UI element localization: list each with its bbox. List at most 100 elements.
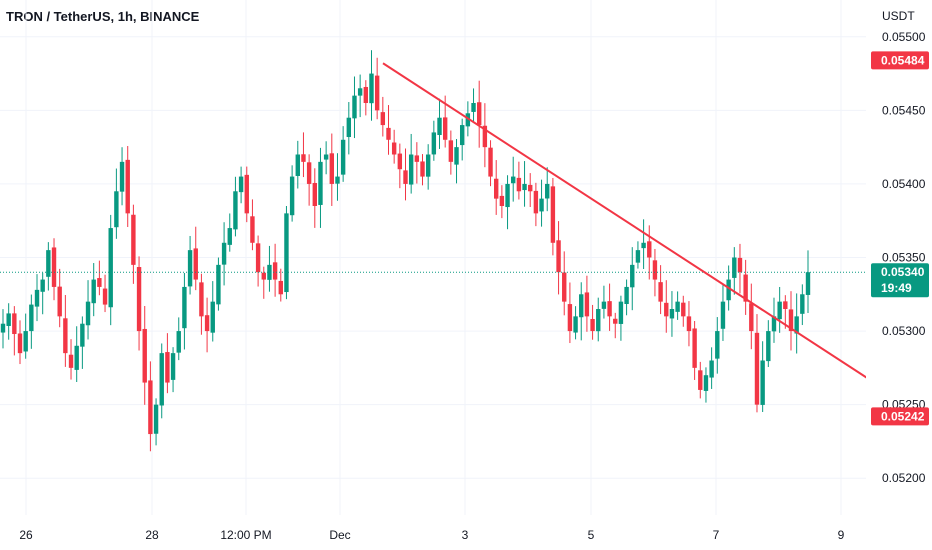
candle-body — [57, 286, 62, 317]
price-tick-label: 0.05400 — [882, 177, 926, 191]
candle-body — [698, 370, 703, 390]
candle-body — [800, 294, 805, 314]
candle-body — [176, 331, 181, 353]
candle-body — [74, 345, 79, 370]
candle-body — [46, 250, 51, 277]
candle-body — [97, 278, 102, 287]
candle-body — [624, 286, 629, 305]
candle-body — [805, 272, 811, 295]
price-tick-label: 0.05200 — [882, 471, 926, 485]
candle-body — [556, 240, 561, 273]
candle-body — [80, 323, 85, 347]
time-tick-label: 7 — [713, 528, 720, 542]
time-tick-label: 5 — [588, 528, 595, 542]
price-tag-last — [871, 263, 929, 298]
candle-body — [323, 154, 329, 160]
candle-body — [12, 313, 17, 335]
candle-body — [108, 228, 113, 308]
candle-body — [703, 375, 709, 391]
candle-body — [51, 247, 57, 287]
candle-body — [505, 183, 510, 208]
candle-body — [306, 162, 312, 184]
candle-body — [85, 301, 91, 326]
candle-body — [715, 331, 720, 359]
candle-body — [255, 243, 261, 273]
candle-body — [494, 178, 499, 199]
candle-body — [760, 360, 765, 405]
candle-body — [386, 127, 391, 140]
candle-body — [233, 191, 238, 230]
candle-body — [669, 309, 675, 319]
candle-body — [601, 301, 607, 309]
candle-body — [244, 174, 249, 214]
candle-body — [686, 316, 692, 332]
candle-body — [420, 161, 425, 177]
chart-title: TRON / TetherUS, 1h, BINANCE — [6, 9, 200, 24]
candle-body — [204, 315, 210, 332]
candle-body — [295, 154, 300, 176]
candle-body — [471, 103, 476, 112]
candle-body — [250, 216, 255, 243]
candle-body — [749, 303, 754, 332]
price-tag-low — [871, 407, 929, 426]
candle-body — [692, 328, 697, 368]
candle-body — [607, 301, 612, 317]
candle-body — [125, 159, 130, 214]
candle-body — [340, 139, 346, 175]
price-tick-label: 0.05450 — [882, 103, 926, 117]
candle-body — [567, 304, 573, 332]
candle-body — [199, 282, 204, 317]
time-tick-label: 3 — [462, 528, 469, 542]
price-tick-label: 0.05300 — [882, 324, 926, 338]
candle-body — [465, 113, 471, 127]
candle-body — [40, 279, 45, 292]
candle-body — [335, 176, 340, 184]
candle-body — [516, 177, 522, 192]
candle-body — [573, 316, 578, 333]
candle-body — [408, 154, 414, 185]
candle-body — [488, 147, 493, 177]
candle-body — [579, 294, 584, 318]
time-tick-label: Dec — [329, 528, 350, 542]
candle-body — [165, 352, 170, 383]
candle-body — [681, 302, 686, 317]
candle-body — [794, 316, 799, 334]
time-axis-ticks: 26 28 12:00 PM Dec 3 5 7 9 — [19, 528, 844, 542]
candle-body — [136, 267, 142, 332]
candle-body — [182, 286, 187, 329]
candle-body — [261, 272, 266, 280]
price-tick-label: 0.05350 — [882, 251, 926, 265]
candle-body — [499, 195, 505, 206]
candle-body — [318, 161, 323, 205]
candle-body — [159, 353, 164, 406]
candle-body — [391, 142, 397, 155]
candle-body — [754, 332, 760, 405]
trendline[interactable] — [382, 62, 873, 382]
candle-body — [357, 88, 363, 96]
time-axis-panel[interactable] — [0, 515, 866, 550]
candle-body — [737, 257, 743, 273]
bar-countdown: 19:49 — [881, 281, 912, 295]
candle-body — [153, 404, 159, 434]
candles — [0, 50, 811, 452]
candle-body — [783, 301, 788, 309]
candle-body — [403, 170, 408, 184]
candle-body — [590, 318, 595, 332]
candle-body — [533, 190, 539, 214]
time-tick-label: 9 — [838, 528, 845, 542]
candle-body — [238, 176, 244, 193]
candle-body — [431, 132, 437, 155]
price-tick-label: 0.05500 — [882, 30, 926, 44]
candle-body — [29, 304, 34, 332]
price-tag-label: 0.05340 — [881, 265, 925, 279]
time-tick-label: 28 — [145, 528, 159, 542]
candle-body — [91, 279, 96, 304]
candle-body — [210, 301, 215, 333]
candle-body — [664, 302, 669, 317]
candle-body — [596, 309, 601, 332]
candle-body — [102, 288, 108, 305]
candle-body — [732, 257, 737, 278]
candle-body — [545, 183, 550, 199]
candle-body — [726, 279, 731, 301]
